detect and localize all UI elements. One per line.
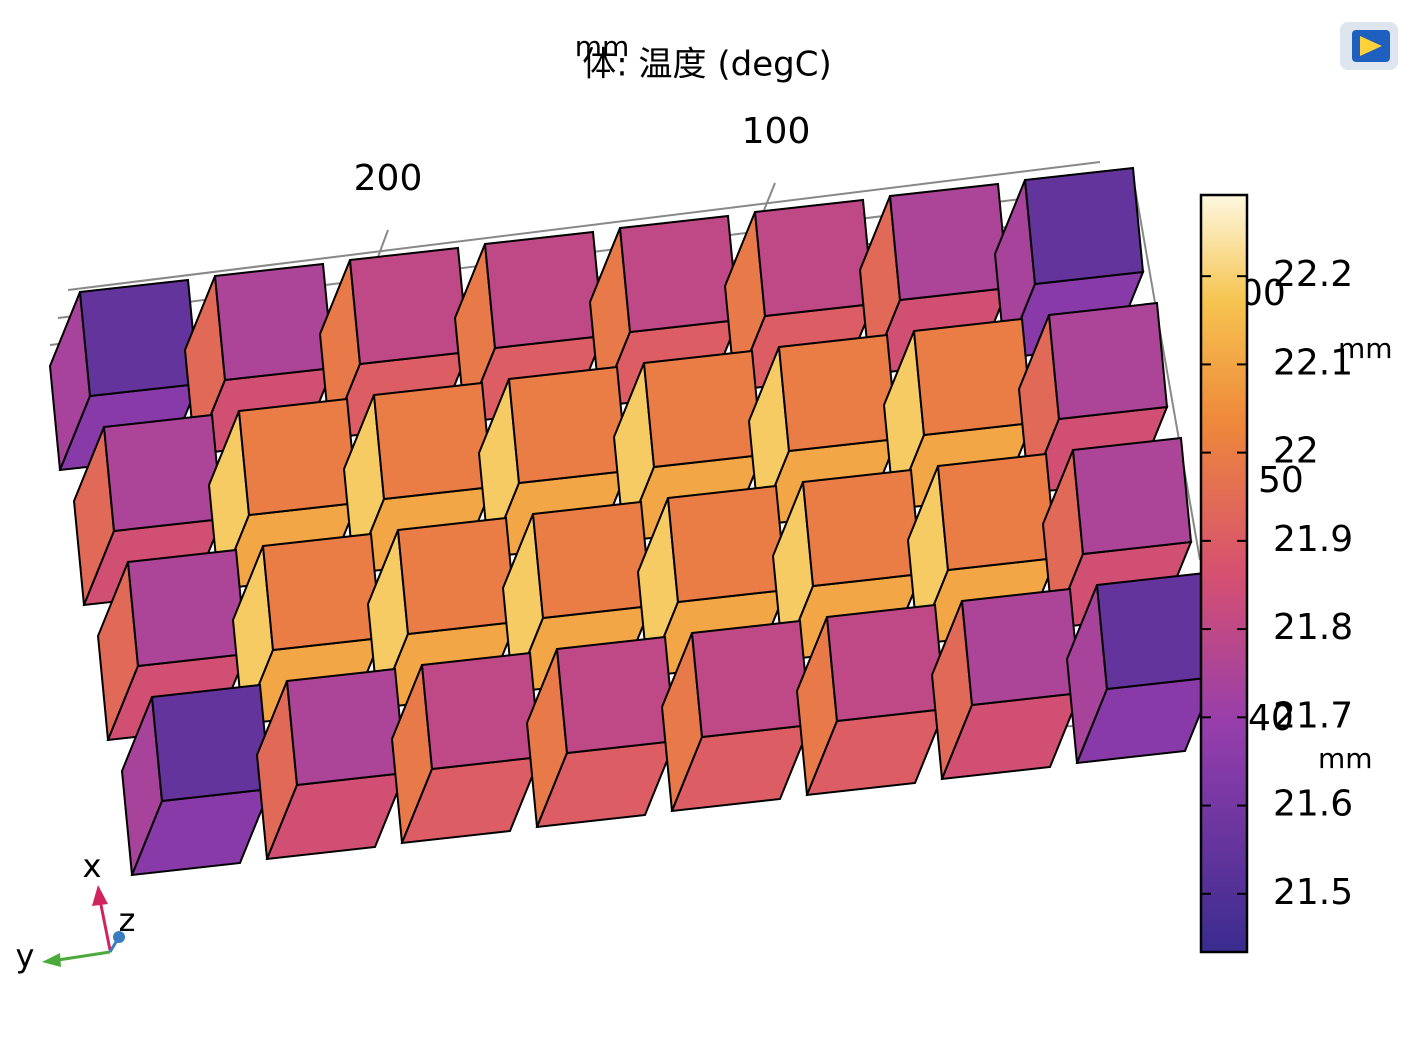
cube-top-face	[666, 484, 788, 604]
colorbar-tick-label: 22.1	[1273, 342, 1353, 383]
axis-unit: mm	[1318, 742, 1373, 775]
cube	[795, 603, 947, 797]
colorbar-tick-label: 21.7	[1273, 695, 1353, 736]
triad-axis	[98, 899, 112, 951]
cube-top-face	[1071, 436, 1193, 556]
cube	[660, 619, 812, 813]
colorbar-tick-label: 22	[1273, 431, 1319, 472]
cube	[930, 587, 1082, 781]
colorbar-tick-label: 21.6	[1273, 784, 1353, 825]
axis-unit: mm	[575, 30, 630, 63]
cube-top-face	[753, 198, 875, 318]
colorbar-tick-label: 21.5	[1273, 872, 1353, 913]
triad-label: z	[119, 901, 136, 939]
colorbar-ticks: 21.5 21.6 21.7 21.8 21.9 22 22.1 22.2	[1201, 254, 1353, 913]
plot-title: 体: 温度 (degC)	[582, 45, 831, 85]
cube-top-face	[261, 532, 383, 652]
cube-top-face	[285, 667, 407, 787]
cube-top-face	[912, 317, 1034, 437]
cube-array	[48, 166, 1217, 877]
colorbar-tick-label: 21.8	[1273, 607, 1353, 648]
cube-top-face	[1023, 166, 1145, 286]
cube-top-face	[888, 182, 1010, 302]
cube-top-face	[348, 246, 470, 366]
cube-top-face	[150, 683, 272, 803]
cube-top-face	[936, 452, 1058, 572]
cube-top-face	[642, 349, 764, 469]
triad-arrow	[92, 885, 108, 906]
cube-top-face	[531, 500, 653, 620]
cube-top-face	[237, 397, 359, 517]
app-icon[interactable]	[1340, 22, 1398, 70]
cube	[255, 667, 407, 861]
axis-line	[1134, 187, 1201, 561]
cube-top-face	[396, 516, 518, 636]
cube-top-face	[213, 262, 335, 382]
cube-top-face	[420, 651, 542, 771]
cube-top-face	[102, 413, 224, 533]
axis-unit: mm	[1338, 332, 1393, 365]
colorbar	[1199, 193, 1249, 954]
triad-label: x	[83, 847, 102, 885]
triad-arrow	[42, 953, 61, 967]
triad-label: y	[16, 937, 35, 975]
icon-glyph	[1360, 36, 1382, 56]
cube-top-face	[555, 635, 677, 755]
cube-top-face	[507, 365, 629, 485]
cube-top-face	[801, 468, 923, 588]
cube-top-face	[825, 603, 947, 723]
axis-tick-label: 200	[354, 158, 423, 199]
colorbar-tick-label: 21.9	[1273, 519, 1353, 560]
cube-top-face	[1095, 571, 1217, 691]
cube	[723, 198, 875, 392]
axis-tick-label: 50	[1258, 460, 1304, 501]
cube	[120, 683, 272, 877]
cube	[390, 651, 542, 845]
cube-top-face	[777, 333, 899, 453]
cube-top-face	[618, 214, 740, 334]
cube-top-face	[690, 619, 812, 739]
cube-top-face	[372, 381, 494, 501]
cube	[1065, 571, 1217, 765]
triad-axis	[57, 950, 111, 962]
cube-top-face	[960, 587, 1082, 707]
cube-top-face	[1047, 301, 1169, 421]
triad-point	[113, 931, 125, 943]
axis-line	[67, 161, 1101, 291]
axis-triad: x y z	[16, 847, 136, 975]
cube-top-face	[483, 230, 605, 350]
axis-tick-label: 40	[1248, 698, 1294, 739]
cube-top-face	[126, 548, 248, 668]
cube-top-face	[78, 278, 200, 398]
colorbar-tick-label: 22.2	[1273, 254, 1353, 295]
axis-tick-label: 100	[742, 111, 811, 152]
